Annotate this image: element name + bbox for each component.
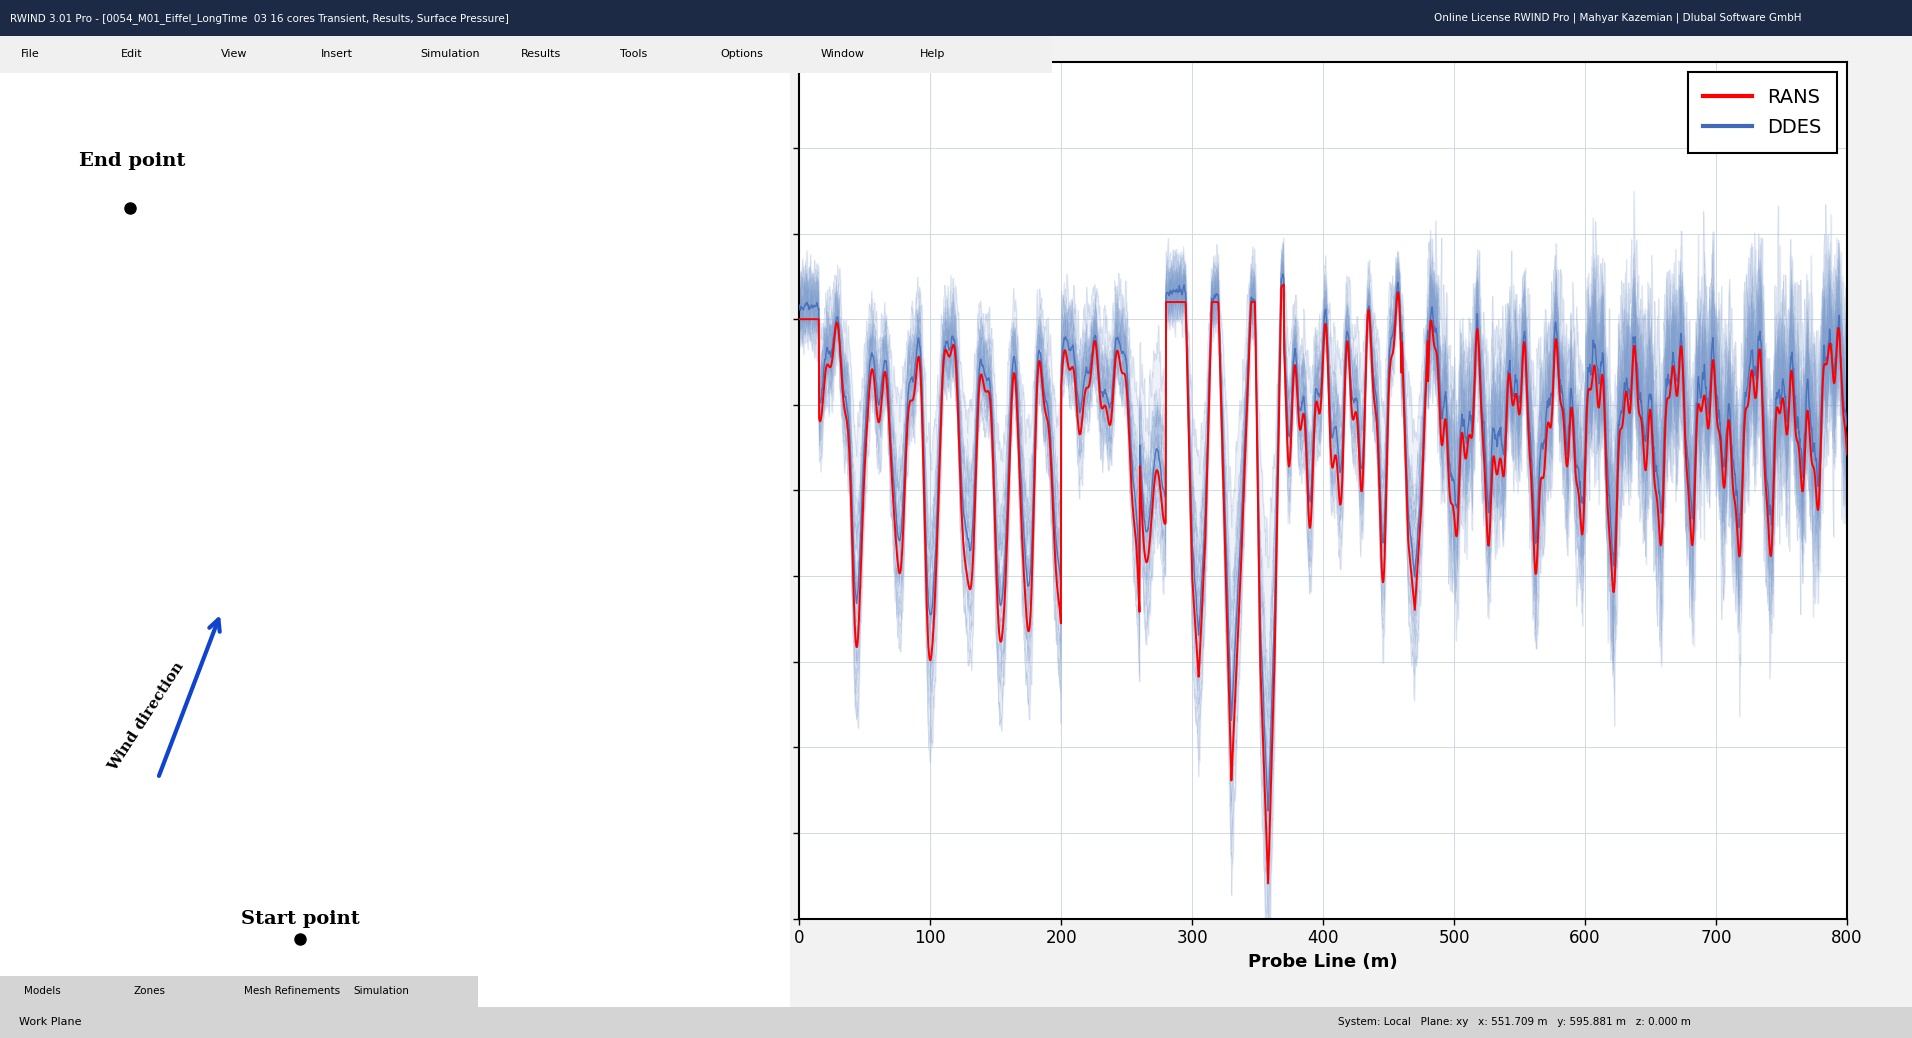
Text: Edit: Edit bbox=[120, 50, 143, 59]
DDES bbox=[1271, 268, 1294, 280]
DDES bbox=[1256, 804, 1279, 817]
Text: Simulation: Simulation bbox=[421, 50, 480, 59]
Text: System: Local   Plane: xy   x: 551.709 m   y: 595.881 m   z: 0.000 m: System: Local Plane: xy x: 551.709 m y: … bbox=[1338, 1017, 1692, 1028]
DDES bbox=[969, 355, 992, 367]
Text: Insert: Insert bbox=[321, 50, 352, 59]
Text: Wind direction: Wind direction bbox=[105, 659, 187, 773]
X-axis label: Probe Line (m): Probe Line (m) bbox=[1249, 953, 1398, 971]
RANS bbox=[969, 368, 992, 381]
RANS bbox=[1189, 624, 1212, 636]
DDES bbox=[906, 332, 929, 345]
Text: End point: End point bbox=[78, 152, 185, 170]
Text: RWIND 3.01 Pro - [0054_M01_Eiffel_LongTime  03 16 cores Transient, Results, Surf: RWIND 3.01 Pro - [0054_M01_Eiffel_LongTi… bbox=[10, 12, 509, 24]
Text: Start point: Start point bbox=[241, 909, 359, 928]
DDES bbox=[1189, 586, 1212, 599]
RANS bbox=[906, 351, 929, 363]
Line: RANS: RANS bbox=[799, 284, 1847, 883]
Text: Mesh Refinements: Mesh Refinements bbox=[245, 986, 340, 996]
DDES bbox=[1836, 420, 1858, 433]
Text: Tools: Tools bbox=[621, 50, 648, 59]
RANS bbox=[788, 313, 811, 326]
DDES bbox=[788, 299, 811, 311]
Text: Window: Window bbox=[820, 50, 864, 59]
RANS bbox=[1836, 448, 1858, 461]
DDES bbox=[1704, 354, 1727, 366]
Line: DDES: DDES bbox=[799, 274, 1847, 811]
Legend: RANS, DDES: RANS, DDES bbox=[1688, 72, 1837, 153]
Text: File: File bbox=[21, 50, 40, 59]
Text: Work Plane: Work Plane bbox=[19, 1017, 82, 1028]
Y-axis label: Wind pressure (Pa): Wind pressure (Pa) bbox=[706, 393, 725, 588]
Text: Zones: Zones bbox=[134, 986, 166, 996]
Text: Results: Results bbox=[520, 50, 560, 59]
RANS bbox=[1816, 356, 1839, 368]
RANS bbox=[1271, 278, 1294, 291]
Text: Simulation: Simulation bbox=[354, 986, 409, 996]
RANS bbox=[1256, 877, 1279, 890]
DDES bbox=[1235, 400, 1258, 412]
RANS bbox=[1235, 417, 1258, 430]
RANS bbox=[1704, 364, 1727, 377]
Text: Models: Models bbox=[23, 986, 61, 996]
Text: Help: Help bbox=[920, 50, 946, 59]
Text: Online License RWIND Pro | Mahyar Kazemian | Dlubal Software GmbH: Online License RWIND Pro | Mahyar Kazemi… bbox=[1434, 12, 1801, 24]
Text: View: View bbox=[220, 50, 247, 59]
Text: Options: Options bbox=[721, 50, 763, 59]
DDES bbox=[1816, 353, 1839, 365]
